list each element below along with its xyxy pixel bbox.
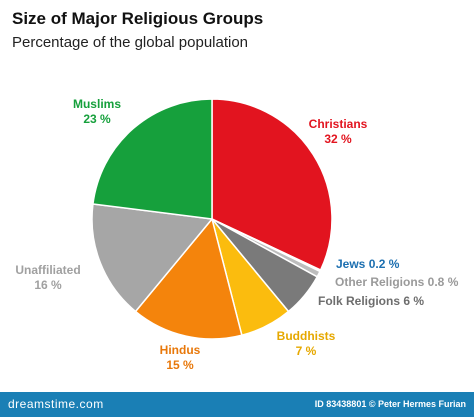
pie-slice-hindus [134, 218, 243, 340]
pie-label-folk-religions: Folk Religions 6 % [318, 294, 424, 308]
footer-brand: dreamstime.com [8, 397, 104, 411]
pie-label-name-christians: Christians [309, 117, 368, 131]
pie-label-value-christians: 32 % [324, 132, 352, 146]
pie-slice-muslims [92, 98, 213, 220]
pie-label-value-buddhists: 7 % [296, 344, 317, 358]
pie-label-value-unaffiliated: 16 % [34, 278, 62, 292]
pie-chart: Christians 32 % Jews 0.2 % Other Religions … [15, 97, 458, 372]
chart-subtitle: Percentage of the global population [12, 34, 249, 51]
pie-slice-christians [211, 98, 333, 271]
pie-label-value-muslims: 23 % [83, 112, 111, 126]
pie-label-hindus: Hindus 15 % [160, 343, 201, 372]
pie-label-other-religions: Other Religions 0.8 % [335, 275, 459, 289]
pie-label-name-buddhists: Buddhists [277, 329, 336, 343]
footer-credit: ID 83438801 © Peter Hermes Furian [314, 399, 466, 409]
pie-label-name-unaffiliated: Unaffiliated [15, 263, 80, 277]
pie-label-muslims: Muslims 23 % [73, 97, 121, 126]
pie-slice-unaffiliated [91, 203, 213, 313]
footer-bar: dreamstime.com ID 83438801 © Peter Herme… [0, 392, 474, 417]
pie-label-name-muslims: Muslims [73, 97, 121, 111]
pie-label-buddhists: Buddhists 7 % [277, 329, 336, 358]
pie-label-christians: Christians 32 % [309, 117, 368, 146]
pie-label-unaffiliated: Unaffiliated 16 % [15, 263, 80, 292]
pie-slices [91, 98, 333, 340]
pie-labels: Christians 32 % Jews 0.2 % Other Religions … [15, 97, 458, 372]
chart-title: Size of Major Religious Groups [12, 9, 264, 28]
pie-label-value-hindus: 15 % [166, 358, 194, 372]
pie-label-name-hindus: Hindus [160, 343, 201, 357]
pie-label-jews: Jews 0.2 % [336, 257, 400, 271]
